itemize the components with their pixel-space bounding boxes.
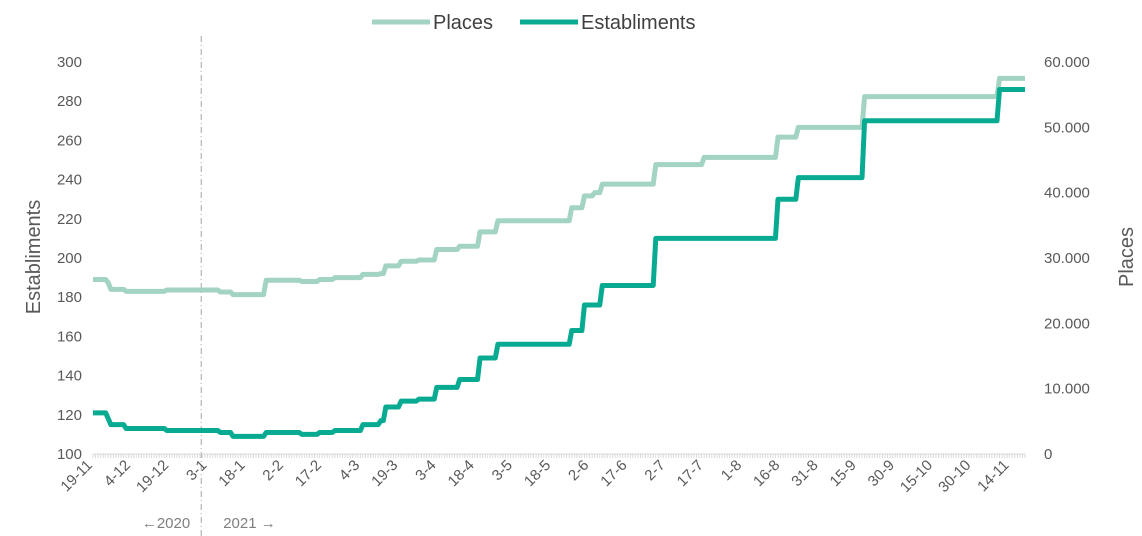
x-tick-label: 17-2	[292, 457, 325, 490]
x-tick-label: 31-8	[788, 457, 821, 490]
x-tick-label: 2-7	[641, 457, 668, 484]
x-tick-label: 18-1	[215, 457, 248, 490]
x-tick-label: 15-9	[827, 457, 860, 490]
y-left-tick-label: 140	[57, 368, 82, 385]
legend-label-places: Places	[433, 12, 493, 34]
x-tick-label: 19-12	[133, 457, 172, 496]
x-axis: 19-11 4-12 19-12 3-1 18-1 2-2 17-2 4-3 19-3 3-4 18…	[57, 453, 1026, 496]
y-left-tick-label: 160	[57, 328, 82, 345]
y-right-tick-label: 10.000	[1044, 381, 1090, 398]
y-right-tick-label: 0	[1044, 446, 1052, 463]
y-right-tick-label: 40.000	[1044, 185, 1090, 202]
x-tick-label: 3-1	[183, 457, 210, 484]
x-tick-label: 19-3	[368, 457, 401, 490]
year-label-2020: ←2020	[142, 515, 190, 532]
series-line-establiments	[93, 86, 1025, 439]
x-tick-label: 2-6	[565, 457, 592, 484]
y-right-tick-label: 30.000	[1044, 250, 1090, 267]
y-right-axis-title: Places	[1116, 227, 1138, 287]
y-left-tick-label: 260	[57, 132, 82, 149]
x-tick-label: 15-10	[897, 457, 936, 496]
year-divider-group: ←2020 2021 →	[142, 36, 276, 536]
legend: Places Establiments	[372, 12, 696, 34]
series-line-places	[93, 75, 1025, 298]
y-left-tick-label: 220	[57, 211, 82, 228]
x-tick-label: 3-5	[489, 457, 516, 484]
x-tick-label: 1-8	[718, 457, 745, 484]
y-left-tick-label: 180	[57, 289, 82, 306]
legend-label-establiments: Establiments	[581, 12, 696, 34]
series-layer	[93, 75, 1025, 439]
x-tick-label: 16-8	[750, 457, 783, 490]
year-label-2021: 2021 →	[223, 515, 276, 532]
y-left-tick-label: 300	[57, 54, 82, 71]
y-right-tick-label: 60.000	[1044, 54, 1090, 71]
y-left-tick-label: 240	[57, 172, 82, 189]
x-tick-label: 30-10	[935, 457, 974, 496]
x-tick-label: 30-9	[865, 457, 898, 490]
y-left-tick-label: 120	[57, 407, 82, 424]
x-tick-label: 18-4	[445, 457, 478, 490]
x-tick-label: 2-2	[259, 457, 286, 484]
x-tick-label: 3-4	[412, 457, 439, 484]
y-left-tick-label: 200	[57, 250, 82, 267]
x-tick-label: 18-5	[521, 457, 554, 490]
x-tick-label: 4-3	[336, 457, 363, 484]
y-right-tick-label: 50.000	[1044, 119, 1090, 136]
y-left-tick-labels: 100 120 140 160 180 200 220 240 260 280 300	[57, 54, 82, 463]
x-tick-label: 17-6	[597, 457, 630, 490]
y-left-tick-label: 280	[57, 93, 82, 110]
y-right-tick-label: 20.000	[1044, 315, 1090, 332]
x-tick-label: 14-11	[974, 457, 1012, 495]
x-tick-label: 4-12	[101, 457, 134, 490]
y-right-tick-labels: 0 10.000 20.000 30.000 40.000 50.000 60.000	[1044, 54, 1090, 463]
y-left-tick-label: 100	[57, 446, 82, 463]
y-left-axis-title: Establiments	[23, 200, 45, 315]
x-tick-label: 17-7	[674, 457, 707, 490]
